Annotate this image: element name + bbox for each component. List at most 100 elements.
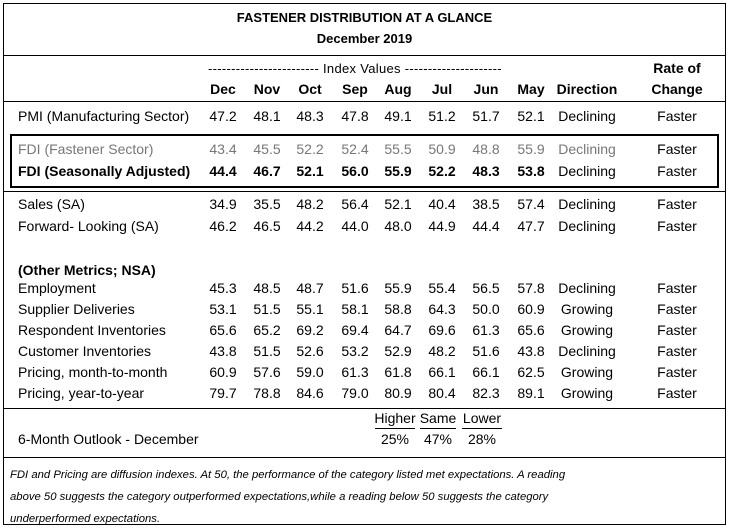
title-line2: December 2019: [316, 31, 413, 46]
row-value: 79.0: [341, 385, 369, 401]
row-rate: Faster: [657, 196, 697, 212]
row-value: 43.4: [209, 141, 237, 157]
outlook-underline: [462, 428, 502, 429]
row-value: 89.1: [517, 385, 545, 401]
direction-header: Direction: [556, 81, 618, 97]
row-label: Forward- Looking (SA): [18, 218, 159, 234]
outlook-header: Same: [419, 410, 457, 426]
row-rate: Faster: [657, 163, 697, 179]
row-rate: Faster: [657, 218, 697, 234]
row-value: 52.1: [296, 163, 324, 179]
row-value: 48.3: [296, 108, 324, 124]
outlook-label: 6-Month Outlook - December: [18, 431, 199, 447]
row-value: 53.8: [517, 163, 545, 179]
row-value: 51.5: [253, 343, 281, 359]
row-direction: Declining: [558, 218, 616, 234]
row-value: 47.7: [517, 218, 545, 234]
month-header: Jul: [431, 81, 453, 97]
row-value: 58.8: [384, 301, 412, 317]
row-direction: Declining: [558, 108, 616, 124]
row-value: 55.9: [517, 141, 545, 157]
row-direction: Growing: [560, 322, 614, 338]
outlook-header: Higher: [374, 410, 416, 426]
row-value: 55.9: [384, 280, 412, 296]
row-direction: Growing: [560, 301, 614, 317]
row-value: 45.5: [253, 141, 281, 157]
row-rate: Faster: [657, 280, 697, 296]
row-value: 84.6: [296, 385, 324, 401]
footnote: FDI and Pricing are diffusion indexes. A…: [10, 464, 720, 530]
row-value: 48.8: [472, 141, 500, 157]
row-value: 44.4: [472, 218, 500, 234]
row-value: 62.5: [517, 364, 545, 380]
row-label: Respondent Inventories: [18, 322, 166, 338]
title-box: FASTENER DISTRIBUTION AT A GLANCE Decemb…: [3, 3, 726, 56]
row-value: 66.1: [428, 364, 456, 380]
outlook-underline: [375, 428, 415, 429]
row-value: 47.8: [341, 108, 369, 124]
row-direction: Declining: [558, 196, 616, 212]
outlook-underline: [420, 428, 456, 429]
row-value: 80.4: [428, 385, 456, 401]
row-label: Supplier Deliveries: [18, 301, 135, 317]
outlook-divider: [3, 408, 726, 409]
month-header: Nov: [253, 81, 281, 97]
row-value: 44.4: [209, 163, 237, 179]
row-value: 48.3: [472, 163, 500, 179]
row-value: 51.6: [341, 280, 369, 296]
row-value: 44.0: [341, 218, 369, 234]
header-divider: [3, 101, 726, 102]
row-value: 50.0: [472, 301, 500, 317]
footnote-line2: above 50 suggests the category outperfor…: [10, 491, 549, 503]
row-value: 53.1: [209, 301, 237, 317]
row-label: Sales (SA): [18, 196, 85, 212]
fdi-highlight-box: [10, 134, 719, 188]
row-value: 52.9: [384, 343, 412, 359]
footnote-line1: FDI and Pricing are diffusion indexes. A…: [10, 469, 566, 481]
row-value: 69.2: [296, 322, 324, 338]
row-value: 82.3: [472, 385, 500, 401]
row-value: 51.2: [428, 108, 456, 124]
row-label: FDI (Seasonally Adjusted): [18, 163, 191, 179]
row-direction: Growing: [560, 364, 614, 380]
row-value: 52.1: [384, 196, 412, 212]
row-value: 64.7: [384, 322, 412, 338]
row-value: 52.4: [341, 141, 369, 157]
title-line1: FASTENER DISTRIBUTION AT A GLANCE: [236, 10, 493, 25]
row-rate: Faster: [657, 322, 697, 338]
row-value: 60.9: [209, 364, 237, 380]
other-metrics-heading: (Other Metrics; NSA): [18, 262, 156, 278]
row-value: 52.1: [517, 108, 545, 124]
row-value: 55.1: [296, 301, 324, 317]
row-direction: Declining: [558, 163, 616, 179]
row-value: 43.8: [517, 343, 545, 359]
row-rate: Faster: [657, 141, 697, 157]
row-value: 69.6: [428, 322, 456, 338]
month-header: Dec: [210, 81, 236, 97]
row-value: 51.5: [253, 301, 281, 317]
row-value: 65.6: [517, 322, 545, 338]
row-value: 44.2: [296, 218, 324, 234]
row-value: 51.6: [472, 343, 500, 359]
row-value: 65.6: [209, 322, 237, 338]
row-value: 48.5: [253, 280, 281, 296]
row-value: 45.3: [209, 280, 237, 296]
row-value: 35.5: [253, 196, 281, 212]
row-value: 56.0: [341, 163, 369, 179]
row-label: Employment: [18, 280, 96, 296]
row-rate: Faster: [657, 343, 697, 359]
row-value: 61.8: [384, 364, 412, 380]
row-value: 57.4: [517, 196, 545, 212]
row-value: 48.0: [384, 218, 412, 234]
row-value: 46.7: [253, 163, 281, 179]
row-value: 48.1: [253, 108, 281, 124]
month-header: May: [517, 81, 545, 97]
row-rate: Faster: [657, 301, 697, 317]
month-header: Jun: [473, 81, 499, 97]
row-label: Customer Inventories: [18, 343, 152, 359]
row-value: 79.7: [209, 385, 237, 401]
row-value: 55.4: [428, 280, 456, 296]
row-value: 56.5: [472, 280, 500, 296]
row-value: 52.2: [296, 141, 324, 157]
row-value: 40.4: [428, 196, 456, 212]
